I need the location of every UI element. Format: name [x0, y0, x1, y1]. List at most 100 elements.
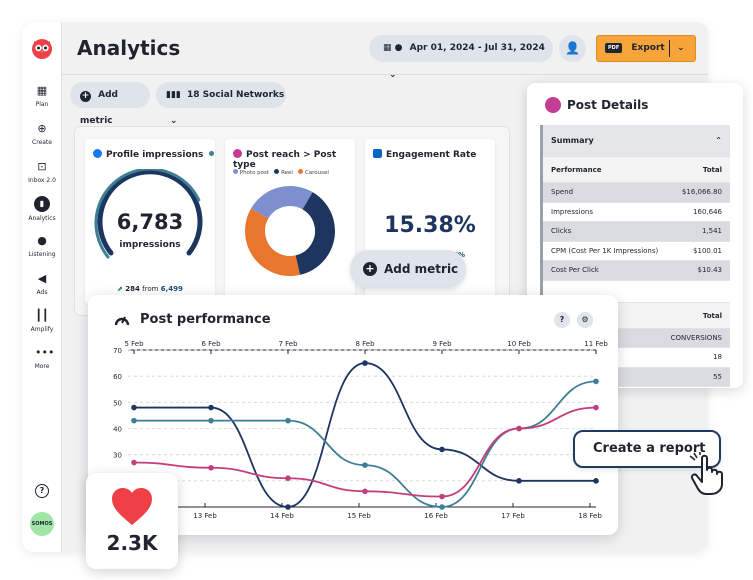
dots-icon: ••• [35, 346, 55, 359]
data-point[interactable] [593, 378, 599, 385]
chevron-down-icon[interactable]: ⌄ [677, 43, 685, 53]
column-header: Total [702, 311, 722, 320]
y-tick-label: 30 [113, 452, 122, 460]
data-point[interactable] [285, 417, 291, 424]
card-title: Post reach > Post type [233, 149, 355, 170]
export-button[interactable]: PDF Export ⌄ [596, 35, 696, 62]
data-point[interactable] [208, 417, 214, 424]
instagram-icon [233, 149, 242, 158]
settings-gear-icon[interactable]: ⚙ [577, 312, 593, 328]
data-point[interactable] [285, 504, 291, 510]
summary-header[interactable]: Summary ⌃ [543, 125, 730, 157]
series-line-2 [133, 380, 597, 508]
status-dot-icon [208, 151, 214, 156]
help-icon[interactable]: ? [35, 484, 49, 498]
sidebar-item-listening[interactable]: ● Listening [22, 234, 62, 258]
bar-chart-icon: ▮▮▮ [166, 90, 181, 100]
bottom-x-tick-label: 18 Feb [578, 512, 602, 520]
date-range-picker[interactable]: ▦ ● Apr 01, 2024 - Jul 31, 2024 ⌄ [369, 35, 553, 80]
bottom-x-tick-label: 14 Feb [270, 512, 294, 520]
add-metric-large-button[interactable]: + Add metric [350, 250, 466, 288]
row-label: Clicks [551, 227, 572, 235]
export-label: Export [631, 43, 665, 53]
table-header-row: Performance Total [543, 157, 730, 183]
row-value: $100.01 [693, 246, 722, 255]
row-value: CONVERSIONS [670, 333, 722, 342]
pdf-icon: PDF [605, 42, 623, 53]
data-point[interactable] [131, 417, 137, 424]
data-point[interactable] [439, 493, 445, 500]
row-value: 55 [713, 372, 722, 381]
chevron-down-icon: ⌄ [170, 116, 178, 126]
sidebar-item-analytics[interactable]: ▮ Analytics [22, 196, 62, 222]
networks-label: 18 Social Networks [187, 90, 285, 100]
donut-slice-photo-post [245, 186, 336, 276]
y-tick-label: 60 [113, 373, 122, 381]
plus-circle-icon: ⊕ [37, 122, 47, 135]
y-tick-label: 40 [113, 426, 122, 434]
networks-filter[interactable]: ▮▮▮ 18 Social Networks ⌄ [156, 82, 286, 126]
megaphone-icon: ◀ [37, 272, 47, 285]
date-range-label: Apr 01, 2024 - Jul 31, 2024 [409, 43, 545, 53]
sidebar-item-more[interactable]: ••• More [22, 346, 62, 370]
create-report-button[interactable]: Create a report [573, 430, 721, 468]
add-metric-button[interactable]: + Add metric [70, 82, 150, 126]
row-label: Impressions [551, 207, 593, 216]
data-point[interactable] [208, 464, 214, 471]
post-details-title: Post Details [567, 98, 649, 112]
impressions-title: Profile impressions [106, 150, 204, 160]
top-x-tick-label: 6 Feb [201, 340, 221, 348]
impressions-previous: 6,499 [160, 285, 183, 293]
data-point[interactable] [362, 488, 368, 495]
likes-value: 2.3K [106, 531, 158, 555]
bottom-x-tick-label: 15 Feb [347, 512, 371, 520]
gauge-icon [114, 316, 130, 326]
help-button[interactable]: ? [554, 312, 570, 328]
instagram-icon [545, 97, 561, 113]
post-reach-card[interactable]: Post reach > Post type Photo post Reel C… [225, 139, 355, 304]
data-point[interactable] [516, 478, 522, 484]
facebook-icon [93, 149, 102, 158]
sidebar-item-plan[interactable]: ▦ Plan [22, 84, 62, 108]
data-point[interactable] [439, 446, 445, 453]
table-header-row: Total [543, 303, 730, 329]
data-point[interactable] [362, 462, 368, 468]
legend-item: Photo post [239, 170, 270, 176]
table-row: Cost Per Click $10.43 [543, 261, 730, 281]
top-x-tick-label: 5 Feb [124, 340, 144, 348]
impressions-value: 6,783 [117, 210, 183, 234]
row-value: 18 [713, 353, 722, 361]
bottom-x-tick-label: 16 Feb [424, 512, 448, 520]
data-point[interactable] [131, 404, 137, 411]
reach-legend: Photo post Reel Carousel [233, 169, 353, 176]
impressions-card[interactable]: Profile impressions 6,783 impressions ⬈ … [85, 139, 215, 304]
top-x-tick-label: 7 Feb [278, 340, 298, 348]
chevron-up-icon[interactable]: ⌃ [715, 136, 722, 145]
sidebar: ▦ Plan ⊕ Create ⊡ Inbox 2.0 ▮ Analytics … [22, 22, 62, 552]
avatar[interactable]: SOMOS [30, 512, 54, 536]
table-row: Impressions 160,646 [543, 202, 730, 222]
legend-dot-icon [298, 169, 304, 174]
data-point[interactable] [593, 404, 599, 411]
table-row: Spend $16,066.80 [543, 183, 730, 203]
data-point[interactable] [516, 425, 522, 432]
add-user-button[interactable]: 👤 [559, 35, 586, 62]
legend-dot-icon [233, 169, 238, 174]
data-point[interactable] [439, 504, 445, 510]
legend-dot-icon [274, 169, 280, 174]
row-value: 1,541 [701, 227, 722, 235]
sidebar-item-create[interactable]: ⊕ Create [22, 122, 62, 146]
data-point[interactable] [131, 459, 137, 466]
data-point[interactable] [362, 360, 368, 366]
sidebar-item-ads[interactable]: ◀ Ads [22, 272, 62, 296]
owl-logo-icon[interactable] [30, 36, 54, 60]
engagement-value: 15.38% [384, 213, 476, 238]
page-title: Analytics [77, 36, 181, 60]
sidebar-item-inbox[interactable]: ⊡ Inbox 2.0 [22, 160, 62, 184]
sidebar-item-amplify[interactable]: ┃┃ Amplify [22, 309, 62, 333]
sidebar-item-label: Plan [35, 101, 49, 108]
data-point[interactable] [593, 478, 599, 484]
linkedin-icon [373, 149, 382, 158]
data-point[interactable] [208, 404, 214, 411]
data-point[interactable] [285, 475, 291, 482]
